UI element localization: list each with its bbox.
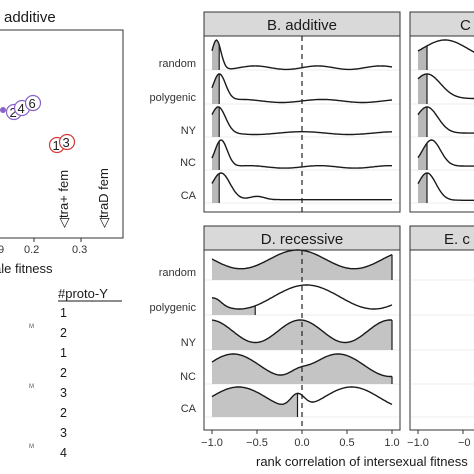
- ridge-shade: [418, 45, 427, 70]
- row-label: random: [159, 58, 196, 70]
- row-label: random: [159, 267, 196, 279]
- panel-b-title: B. additive: [267, 17, 337, 34]
- panel-b-row-labels: random polygenic NY NC CA: [150, 58, 197, 202]
- ridge-line: [211, 284, 393, 310]
- ridge-shade: [212, 387, 298, 417]
- proto-table-header: #proto-Y: [58, 286, 108, 301]
- panel-b-frame: [203, 35, 401, 213]
- panel-c-title: C: [460, 17, 471, 34]
- x-tick-label: 0.5: [339, 437, 354, 449]
- panel-e: E. c −1.0 −0: [407, 225, 474, 449]
- ridge-line: [417, 73, 474, 100]
- row-fragment: M: [29, 384, 34, 390]
- x-tick-label: 0.0: [294, 437, 309, 449]
- ridge-line: [417, 106, 474, 134]
- row-label: NC: [180, 371, 196, 383]
- row-label: polygenic: [150, 302, 197, 314]
- annotation-tra-plus-fem: ◁tra+ fem: [56, 170, 71, 228]
- panel-d-ridges: [211, 249, 393, 417]
- ridge-line: [417, 172, 474, 201]
- ridge-shade: [418, 143, 427, 170]
- proto-value: 2: [60, 366, 67, 380]
- row-label: NC: [180, 157, 196, 169]
- proto-table-values: 1 2 1 2 3 2 3 4: [60, 306, 67, 460]
- ridge-shade: [212, 250, 392, 280]
- scatter-point: [58, 133, 76, 151]
- panel-e-strip: [409, 225, 474, 251]
- annotation-trad-fem: ◁traD fem: [96, 168, 111, 228]
- panel-d-x-axis: −1.0 −0.5 0.0 0.5 1.0: [201, 430, 400, 449]
- panel-a-xlabel: ale fitness: [0, 261, 53, 276]
- panel-d-strip: [203, 225, 401, 251]
- x-tick-label-partial: 9: [0, 244, 4, 256]
- panel-d-row-labels: random polygenic NY NC CA: [150, 267, 197, 415]
- point-label: 6: [29, 96, 36, 111]
- proto-table-fragments: M M M: [29, 324, 34, 450]
- x-axis-title: rank correlation of intersexual fitness: [256, 454, 468, 469]
- x-tick-label: −0: [458, 437, 471, 449]
- proto-value: 3: [60, 426, 67, 440]
- ridge-line: [211, 353, 393, 378]
- proto-value: 1: [60, 306, 67, 320]
- ridge-shade: [212, 74, 220, 104]
- row-label: CA: [181, 190, 197, 202]
- x-tick-label: −0.5: [246, 437, 268, 449]
- scatter-point: [0, 107, 6, 113]
- panel-a: additive 2 4 6 1 3 ◁tra+ fem ◁traD fem 0…: [0, 9, 124, 460]
- proto-value: 3: [60, 386, 67, 400]
- panel-c: C: [409, 11, 474, 213]
- x-tick-label: 0.3: [72, 244, 87, 256]
- point-label: 2: [10, 105, 17, 120]
- ridge-line: [417, 39, 474, 53]
- proto-value: 1: [60, 346, 67, 360]
- ridge-line: [211, 319, 393, 344]
- proto-value: 2: [60, 406, 67, 420]
- panel-b: B. additive random polygenic NY NC CA: [150, 11, 401, 213]
- ridge-line: [211, 106, 392, 136]
- point-label: 4: [18, 101, 25, 116]
- row-label: CA: [181, 403, 197, 415]
- row-label: polygenic: [150, 92, 197, 104]
- panel-a-title: additive: [4, 9, 56, 26]
- panel-e-title: E. c: [444, 231, 470, 248]
- panel-e-frame: [409, 249, 474, 431]
- proto-value: 2: [60, 326, 67, 340]
- scatter-point: [24, 94, 42, 112]
- panel-d: D. recessive random polygenic NY NC CA −…: [150, 225, 401, 449]
- ridge-line: [417, 139, 474, 167]
- ridge-shade: [212, 107, 220, 137]
- panel-a-frame: [0, 29, 124, 239]
- ridge-shade: [418, 107, 427, 137]
- point-label: 1: [53, 138, 60, 153]
- row-label: NY: [181, 125, 197, 137]
- x-tick-label: 1.0: [384, 437, 399, 449]
- ridge-shade: [212, 297, 256, 315]
- row-fragment: M: [29, 444, 34, 450]
- panel-b-strip: [203, 11, 401, 37]
- panel-a-points: 2 4 6 1 3: [0, 94, 76, 154]
- ridge-shade: [212, 40, 220, 70]
- point-label: 3: [63, 135, 70, 150]
- proto-value: 4: [60, 446, 67, 460]
- panel-c-ridges: [417, 39, 474, 203]
- x-tick-label: 0.2: [24, 244, 39, 256]
- panel-d-title: D. recessive: [261, 231, 344, 248]
- ridge-shade: [418, 74, 427, 104]
- panel-e-grid: [411, 279, 474, 418]
- panel-c-strip: [409, 11, 474, 37]
- x-tick-label: −1.0: [201, 437, 223, 449]
- row-label: NY: [181, 337, 197, 349]
- ridge-shade: [212, 141, 220, 170]
- row-fragment: M: [29, 324, 34, 330]
- x-tick-label: −1.0: [407, 437, 429, 449]
